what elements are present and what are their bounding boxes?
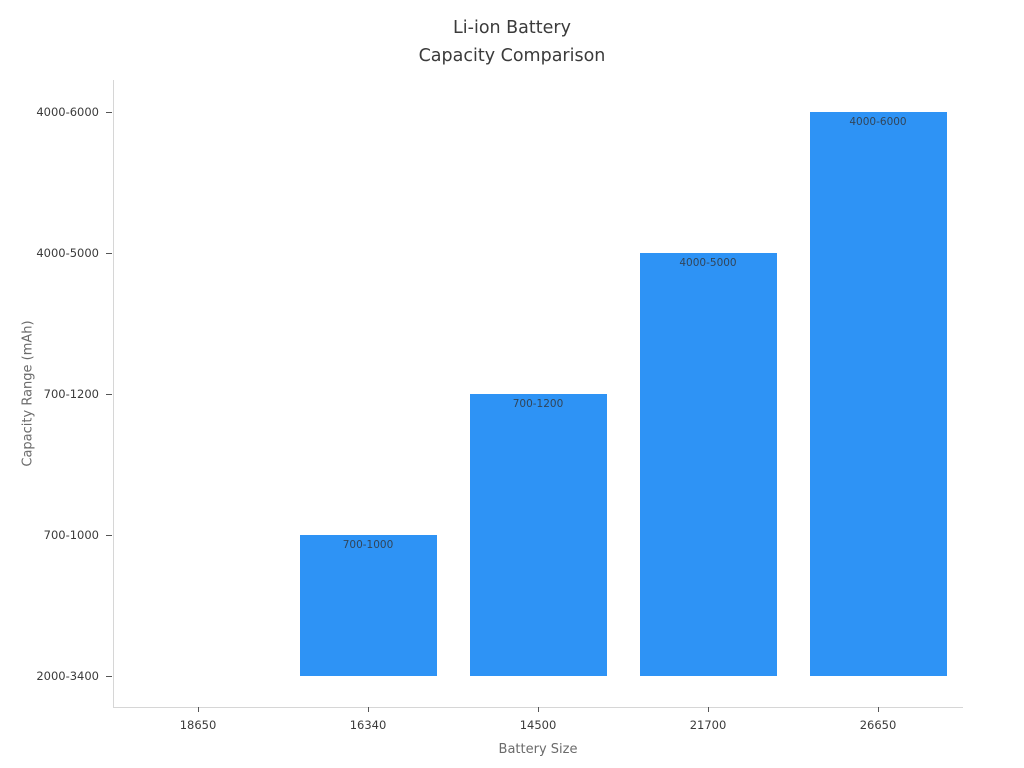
bar-26650: 4000-6000	[809, 112, 947, 676]
y-tick-label: 700-1200	[43, 387, 99, 401]
x-tick-label: 16340	[349, 718, 387, 732]
y-tick-mark	[106, 253, 112, 254]
bar-value-label: 700-1000	[342, 539, 394, 551]
bar-21700: 4000-5000	[639, 253, 777, 676]
y-tick-mark	[106, 394, 112, 395]
x-axis-title: Battery Size	[498, 742, 578, 757]
chart-title: Li-ion Battery Capacity Comparison	[418, 18, 606, 66]
x-tick-mark	[707, 707, 709, 712]
y-tick-label: 2000-3400	[36, 669, 99, 683]
x-tick-mark	[537, 707, 539, 712]
y-tick-label: 4000-6000	[36, 105, 99, 119]
x-tick-mark	[197, 707, 199, 712]
x-tick-mark	[367, 707, 369, 712]
y-axis-title: Capacity Range (mAh)	[20, 320, 36, 467]
x-tick-mark	[877, 707, 879, 712]
x-tick-label: 21700	[689, 718, 727, 732]
y-tick-mark	[106, 112, 112, 113]
bar-value-label: 4000-6000	[849, 116, 907, 128]
x-tick-label: 14500	[519, 718, 557, 732]
bar-value-label: 700-1200	[512, 398, 564, 410]
y-tick-mark	[106, 535, 112, 536]
bar-value-label: 4000-5000	[679, 257, 737, 269]
y-tick-label: 700-1000	[43, 528, 99, 542]
x-tick-label: 26650	[859, 718, 897, 732]
y-tick-mark	[106, 676, 112, 677]
x-tick-label: 18650	[179, 718, 217, 732]
bar-16340: 700-1000	[299, 535, 437, 676]
y-tick-label: 4000-5000	[36, 246, 99, 260]
y-axis-spine	[113, 80, 114, 707]
bar-14500: 700-1200	[469, 394, 607, 676]
